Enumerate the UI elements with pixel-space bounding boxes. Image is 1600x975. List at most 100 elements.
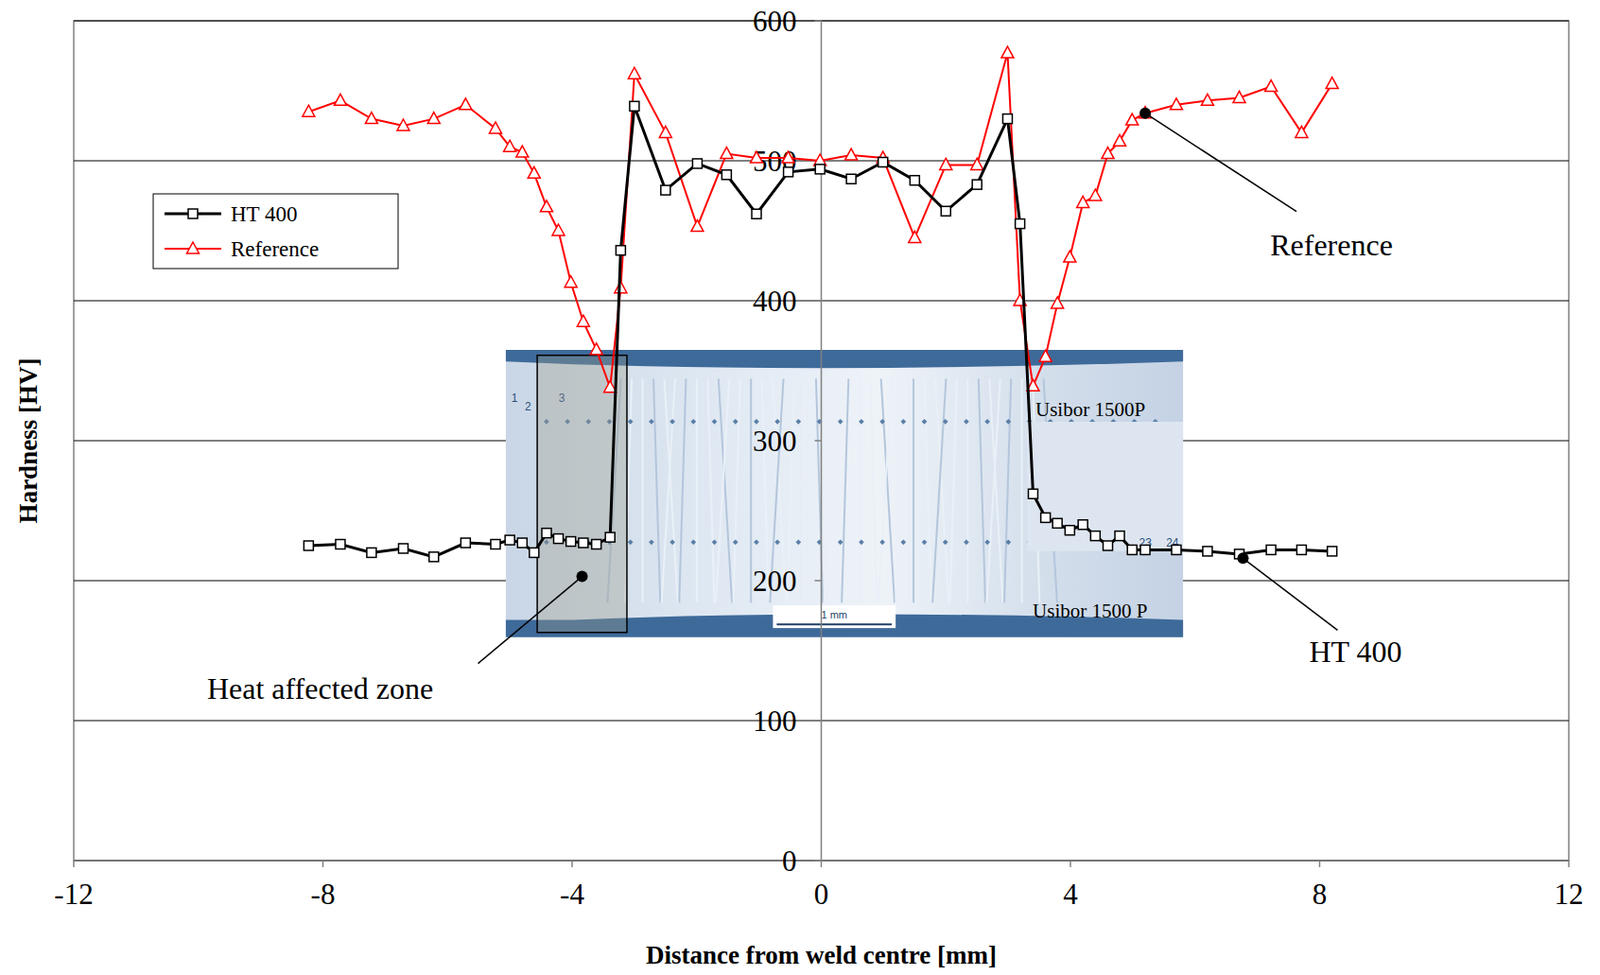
data-point (659, 125, 672, 138)
data-point (691, 220, 704, 232)
micrograph-indent (669, 418, 676, 425)
micrograph-indent (732, 418, 739, 425)
micrograph-indent (963, 418, 970, 425)
annotation-dot (1236, 552, 1249, 564)
point-number: 2 (524, 400, 532, 414)
y-tick-label: 0 (782, 844, 798, 878)
micrograph-streak (858, 378, 861, 603)
annotation-text: Reference (1269, 227, 1393, 262)
series-line (308, 105, 1332, 557)
point-number: 1 (511, 391, 519, 405)
data-point (303, 540, 314, 551)
leader-line (1145, 113, 1297, 212)
micrograph-indent (732, 539, 739, 546)
x-tick (1069, 860, 1072, 868)
grid-line (73, 300, 1569, 302)
micrograph-streak (663, 378, 678, 603)
annotation-text: Heat affected zone (207, 671, 434, 706)
data-group (302, 46, 1339, 562)
x-tick (571, 860, 574, 868)
data-point (627, 67, 641, 79)
micrograph-streak (642, 378, 644, 603)
micrograph-streak (841, 378, 849, 603)
data-point (1002, 114, 1012, 124)
x-tick-label: 0 (814, 877, 830, 911)
data-point (615, 245, 626, 256)
data-point (590, 343, 603, 355)
data-point (1101, 147, 1114, 159)
data-point (504, 535, 515, 545)
data-point (1140, 544, 1150, 555)
micrograph-indent (1005, 539, 1011, 546)
data-point (397, 119, 410, 131)
micrograph-streak (718, 378, 732, 603)
data-point (971, 157, 984, 170)
micrograph-indent (753, 418, 760, 425)
data-point (1265, 80, 1278, 92)
micrograph-streak (935, 378, 949, 603)
micrograph-indent (858, 539, 865, 546)
y-tick-label: 100 (752, 704, 798, 738)
micrograph-indent (837, 539, 844, 546)
grid-line (73, 20, 1569, 22)
micrograph-indent (942, 539, 949, 546)
data-point (1113, 134, 1127, 146)
micrograph-indent (921, 418, 928, 425)
data-point (1325, 77, 1339, 89)
data-point (1090, 531, 1100, 541)
data-point (1139, 106, 1152, 119)
data-point (398, 543, 408, 554)
micrograph-indent (774, 539, 781, 546)
micrograph-indent (690, 418, 696, 425)
data-point (629, 101, 640, 111)
data-point (552, 224, 565, 236)
micrograph-bg (505, 349, 1183, 638)
micrograph-streak (932, 378, 946, 603)
micrograph-streak (881, 378, 895, 603)
data-point (1295, 125, 1308, 138)
y-tick (815, 299, 822, 302)
annotation-dot (576, 571, 589, 583)
micrograph-streak (803, 378, 806, 603)
x-tick-label: 4 (1062, 877, 1079, 911)
micrograph-indent (879, 418, 886, 425)
data-point (845, 148, 858, 160)
leader-line (1242, 557, 1338, 630)
grid-line (73, 580, 1569, 582)
micrograph-streak (661, 378, 676, 603)
data-point (660, 185, 671, 195)
x-tick-label: -8 (311, 877, 336, 911)
micrograph-indent (690, 539, 696, 546)
data-point (539, 200, 553, 212)
micrograph-streak (966, 378, 969, 603)
y-tick (815, 579, 822, 582)
data-point (939, 157, 953, 170)
data-point (1200, 93, 1214, 105)
data-point (721, 170, 731, 180)
data-point (1064, 525, 1075, 536)
data-point (751, 208, 762, 219)
data-point (1169, 98, 1183, 110)
x-tick (322, 860, 325, 868)
micrograph-streak (924, 378, 932, 603)
micrograph-streak (826, 378, 840, 603)
annotation-dot (1139, 107, 1151, 120)
data-point (429, 552, 439, 562)
scale-bar (776, 623, 892, 626)
data-point (1296, 544, 1306, 555)
data-point (1001, 46, 1014, 58)
grid (73, 20, 1569, 861)
micrograph-panel (1026, 421, 1183, 552)
scale-bar-label: 1 mm (821, 608, 849, 621)
micrograph-label: Usibor 1500P (1035, 398, 1146, 421)
data-point (541, 528, 552, 539)
haz-region (537, 355, 627, 633)
y-axis-title: Hardness [HV] (14, 358, 43, 524)
micrograph-indent (921, 539, 928, 546)
legend-label: Reference (230, 237, 319, 261)
data-point (564, 276, 577, 288)
data-point (576, 314, 590, 327)
data-point (1077, 195, 1090, 208)
x-tick (1567, 860, 1570, 868)
data-point (815, 164, 825, 174)
